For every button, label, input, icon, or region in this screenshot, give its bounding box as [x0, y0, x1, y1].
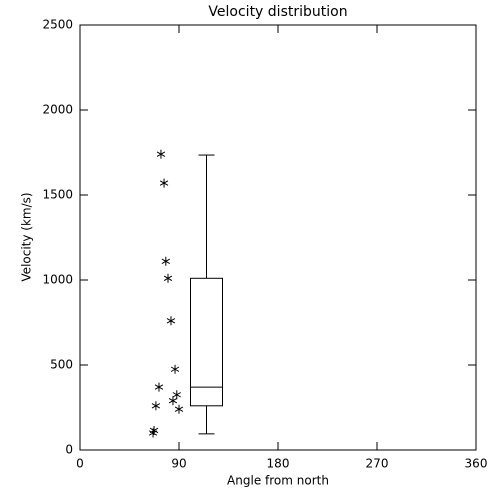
point — [161, 256, 170, 266]
x-tick-label: 90 — [171, 457, 186, 471]
point — [163, 273, 173, 283]
point — [170, 364, 180, 374]
point — [172, 390, 181, 400]
point — [154, 382, 164, 392]
y-tick-label: 2000 — [42, 103, 73, 117]
y-tick-label: 2500 — [42, 18, 73, 32]
y-tick-label: 0 — [65, 443, 73, 457]
y-axis-label: Velocity (km/s) — [20, 192, 34, 281]
point — [168, 396, 178, 406]
plot-frame — [79, 24, 477, 451]
x-tick-label: 360 — [465, 457, 488, 471]
x-tick-label: 180 — [267, 457, 290, 471]
point — [151, 401, 161, 411]
x-axis-label: Angle from north — [227, 474, 329, 488]
point — [166, 316, 176, 326]
point — [156, 149, 166, 159]
x-tick-label: 0 — [76, 457, 84, 471]
y-tick-label: 1000 — [42, 273, 73, 287]
point — [174, 404, 184, 414]
x-tick-label: 270 — [366, 457, 389, 471]
box — [190, 277, 223, 407]
chart-title: Velocity distribution — [208, 4, 347, 20]
point — [148, 428, 158, 438]
y-tick-label: 500 — [50, 358, 73, 372]
point — [159, 178, 169, 188]
y-tick-label: 1500 — [42, 188, 73, 202]
